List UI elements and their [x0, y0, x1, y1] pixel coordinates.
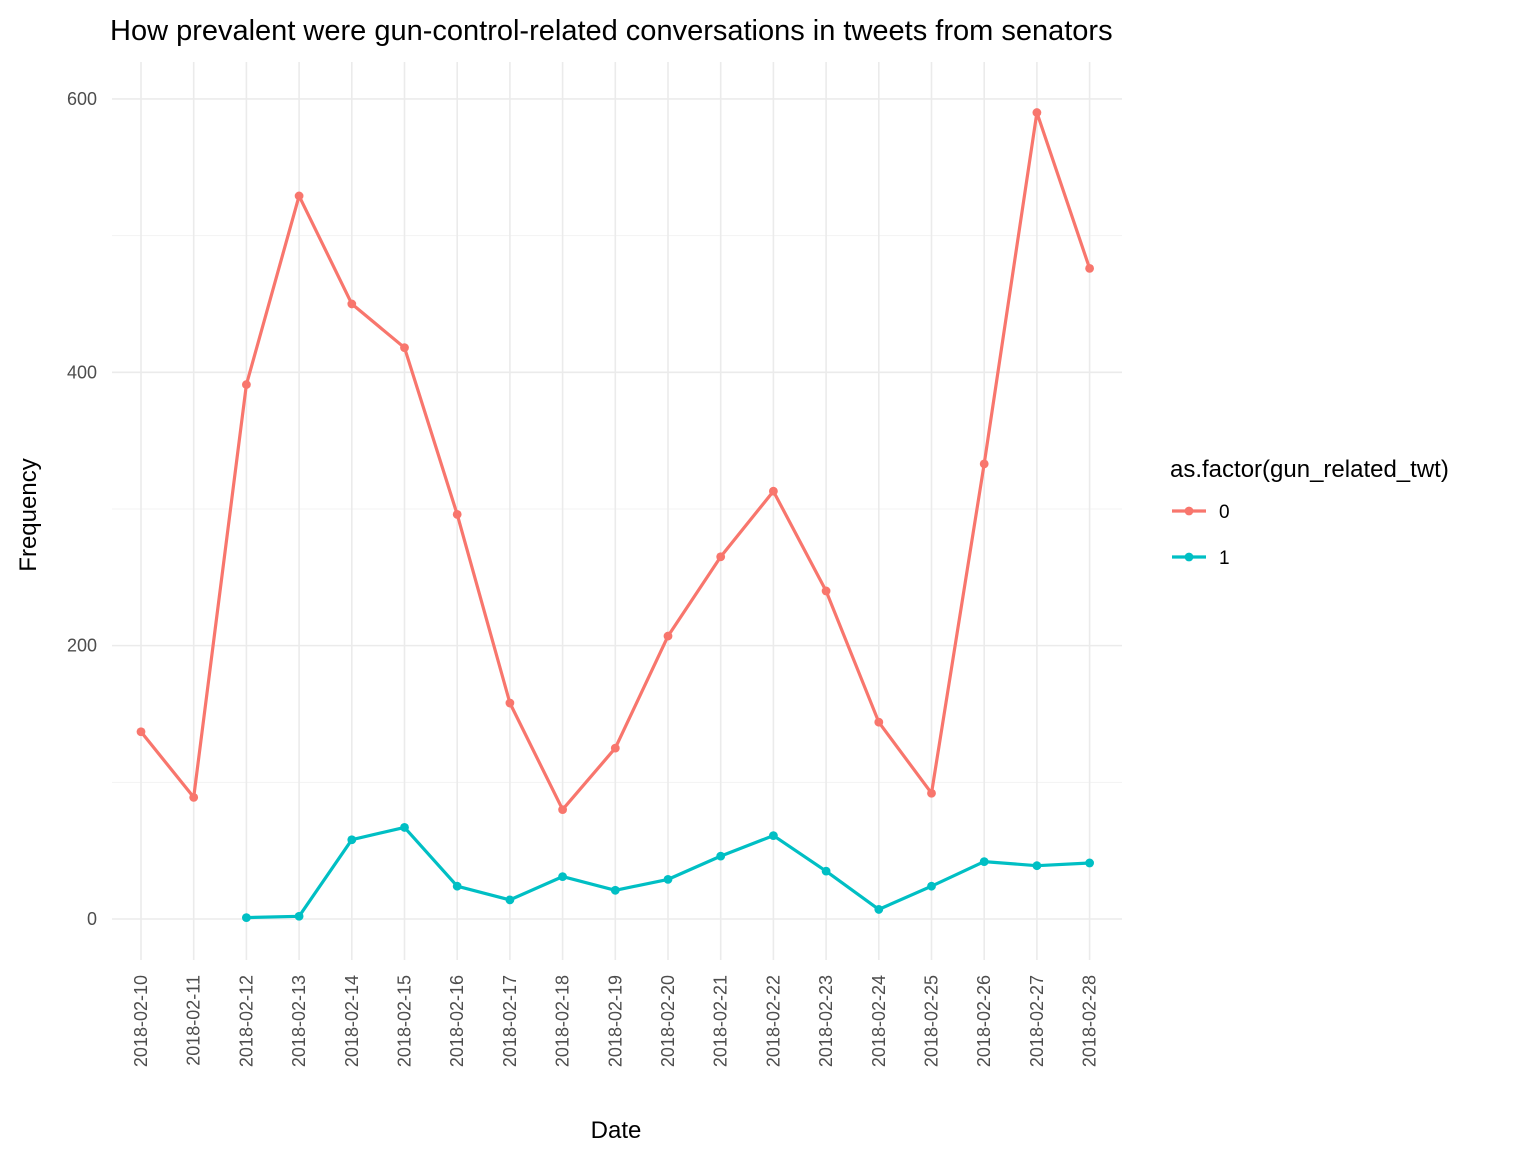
data-point — [294, 911, 304, 921]
grid — [112, 62, 1122, 960]
x-tick-label: 2018-02-25 — [922, 975, 942, 1067]
legend-point — [1184, 552, 1194, 562]
data-point — [663, 631, 673, 641]
data-point — [610, 743, 620, 753]
x-axis-ticks: 2018-02-10 2018-02-11 2018-02-12 2018-02-13… — [131, 975, 1100, 1067]
y-tick-label: 400 — [67, 362, 97, 382]
data-point — [452, 510, 462, 519]
data-point — [294, 191, 304, 201]
data-point — [979, 857, 989, 866]
legend-item-0: 0 — [1172, 502, 1230, 523]
data-point — [1032, 861, 1042, 871]
data-point — [927, 881, 936, 891]
data-point — [610, 885, 620, 895]
x-tick-label: 2018-02-28 — [1080, 975, 1100, 1067]
legend-point — [1184, 506, 1194, 516]
x-tick-label: 2018-02-22 — [763, 975, 783, 1067]
chart-title: How prevalent were gun-control-related c… — [110, 15, 1113, 47]
data-point — [769, 831, 778, 841]
data-point — [821, 586, 831, 596]
data-point — [505, 895, 515, 905]
data-point — [769, 486, 778, 496]
data-point — [242, 380, 251, 389]
data-point — [242, 913, 251, 923]
legend-title: as.factor(gun_related_twt) — [1170, 456, 1449, 483]
x-tick-label: 2018-02-15 — [395, 975, 415, 1067]
x-tick-label: 2018-02-17 — [500, 975, 520, 1067]
data-point — [663, 874, 673, 884]
legend: as.factor(gun_related_twt) 01 — [1170, 456, 1449, 569]
legend-label: 1 — [1219, 548, 1230, 569]
legend-label: 0 — [1219, 502, 1230, 523]
data-point — [452, 881, 462, 891]
data-point — [716, 851, 726, 861]
x-tick-label: 2018-02-16 — [447, 975, 467, 1067]
data-point — [1032, 108, 1042, 117]
x-tick-label: 2018-02-26 — [974, 975, 994, 1067]
data-point — [505, 698, 515, 708]
y-tick-label: 0 — [87, 909, 97, 929]
data-point — [400, 823, 409, 832]
data-point — [1085, 858, 1094, 868]
x-tick-label: 2018-02-14 — [342, 975, 362, 1067]
data-point — [821, 866, 831, 876]
x-tick-label: 2018-02-20 — [658, 975, 678, 1067]
data-point — [716, 552, 726, 562]
data-point — [136, 727, 146, 737]
y-tick-label: 600 — [67, 89, 97, 109]
series-layer — [136, 108, 1094, 923]
data-point — [1085, 263, 1094, 273]
series-1 — [242, 823, 1094, 923]
data-point — [558, 805, 567, 815]
data-point — [874, 717, 884, 727]
data-point — [347, 299, 357, 309]
series-0 — [136, 108, 1094, 815]
x-tick-label: 2018-02-21 — [711, 975, 731, 1067]
x-tick-label: 2018-02-10 — [131, 975, 151, 1067]
x-tick-label: 2018-02-23 — [816, 975, 836, 1067]
x-axis-title: Date — [591, 1117, 642, 1144]
data-point — [400, 343, 409, 353]
y-axis-ticks: 0 200 400 600 — [67, 89, 97, 929]
x-tick-label: 2018-02-11 — [184, 975, 204, 1066]
data-point — [558, 872, 567, 882]
x-tick-label: 2018-02-13 — [289, 975, 309, 1067]
data-point — [927, 788, 936, 798]
data-point — [979, 459, 989, 469]
x-tick-label: 2018-02-12 — [236, 975, 256, 1067]
data-point — [189, 792, 199, 802]
legend-items: 01 — [1172, 502, 1230, 569]
legend-item-1: 1 — [1172, 548, 1230, 569]
x-tick-label: 2018-02-24 — [869, 975, 889, 1067]
x-tick-label: 2018-02-19 — [605, 975, 625, 1067]
data-point — [347, 835, 357, 845]
x-tick-label: 2018-02-18 — [553, 975, 573, 1067]
x-tick-label: 2018-02-27 — [1027, 975, 1047, 1067]
y-axis-title: Frequency — [15, 458, 42, 571]
data-point — [874, 905, 884, 914]
y-tick-label: 200 — [67, 636, 97, 656]
